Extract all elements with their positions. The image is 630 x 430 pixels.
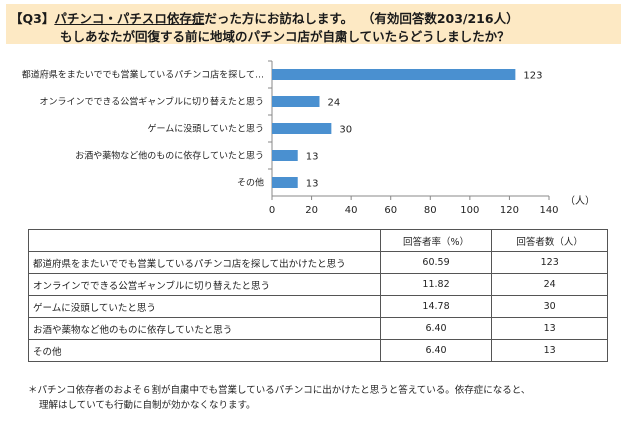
table-cell-count: 123 bbox=[491, 251, 608, 274]
x-tick-label: 60 bbox=[384, 205, 397, 216]
x-tick-label: 40 bbox=[345, 205, 358, 216]
category-label: ゲームに没頭していたと思う bbox=[148, 123, 264, 135]
table-header-rate: 回答者率（%） bbox=[379, 229, 493, 252]
bar bbox=[272, 123, 332, 134]
table-cell-count: 24 bbox=[491, 273, 608, 296]
bar bbox=[272, 177, 298, 188]
table-cell-answer: 都道府県をまたいででも営業しているパチンコ店を探して出かけたと思う bbox=[28, 251, 381, 274]
x-tick-label: 140 bbox=[539, 205, 558, 216]
x-tick-label: 20 bbox=[305, 205, 318, 216]
category-label: オンラインでできる公営ギャンブルに切り替えたと思う bbox=[39, 96, 264, 108]
table-cell-answer: ゲームに没頭していたと思う bbox=[28, 295, 381, 318]
category-label: その他 bbox=[237, 177, 264, 189]
bar bbox=[272, 150, 298, 161]
x-axis-unit: （人） bbox=[565, 195, 595, 207]
respondent-count: （有効回答数203/216人） bbox=[361, 11, 519, 26]
table-row: その他 6.40 13 bbox=[28, 339, 608, 362]
table-cell-count: 30 bbox=[491, 295, 608, 318]
bar bbox=[272, 96, 320, 107]
table-row: 都道府県をまたいででも営業しているパチンコ店を探して出かけたと思う 60.59 … bbox=[28, 251, 608, 274]
category-label: 都道府県をまたいででも営業しているパチンコ店を探して… bbox=[22, 69, 264, 81]
table-cell-count: 13 bbox=[491, 317, 608, 340]
footnote: ＊パチンコ依存者のおよそ６割が自粛中でも営業しているパチンコに出かけたと思うと答… bbox=[28, 383, 618, 413]
table-cell-rate: 14.78 bbox=[379, 295, 493, 318]
bar-chart: 0 20 40 60 80 100 120 140 （人） 都道府県をまたいででも営業しているパチ… bbox=[22, 60, 595, 216]
table-row: オンラインでできる公営ギャンブルに切り替えたと思う 11.82 24 bbox=[28, 273, 608, 296]
x-tick-label: 80 bbox=[424, 205, 437, 216]
x-tick-label: 100 bbox=[460, 205, 479, 216]
table-header-blank bbox=[28, 229, 381, 252]
data-label: 13 bbox=[306, 152, 319, 163]
data-label: 123 bbox=[523, 71, 542, 82]
question-header: 【Q3】パチンコ・パチスロ依存症だった方にお訪ねします。 （有効回答数203/2… bbox=[6, 4, 621, 44]
table-row: ゲームに没頭していたと思う 14.78 30 bbox=[28, 295, 608, 318]
x-tick-label: 0 bbox=[269, 205, 275, 216]
question-number: 【Q3】 bbox=[10, 11, 55, 26]
table-header-row: 回答者率（%） 回答者数（人） bbox=[28, 229, 608, 252]
question-text-1: だった方にお訪ねします。 bbox=[204, 11, 354, 26]
results-table: 回答者率（%） 回答者数（人） 都道府県をまたいででも営業しているパチンコ店を探… bbox=[28, 229, 608, 362]
table-cell-rate: 60.59 bbox=[379, 251, 493, 274]
category-label: お酒や薬物など他のものに依存していたと思う bbox=[75, 150, 264, 162]
table-cell-rate: 6.40 bbox=[379, 317, 493, 340]
data-label: 30 bbox=[339, 125, 352, 136]
table-cell-count: 13 bbox=[491, 339, 608, 362]
question-line-1: 【Q3】パチンコ・パチスロ依存症だった方にお訪ねします。 （有効回答数203/2… bbox=[10, 8, 519, 27]
table-row: お酒や薬物など他のものに依存していたと思う 6.40 13 bbox=[28, 317, 608, 340]
footnote-line-2: 理解はしていても行動に自制が効かなくなります。 bbox=[39, 400, 256, 411]
table-cell-answer: オンラインでできる公営ギャンブルに切り替えたと思う bbox=[28, 273, 381, 296]
table-cell-answer: お酒や薬物など他のものに依存していたと思う bbox=[28, 317, 381, 340]
footnote-line-1: ＊パチンコ依存者のおよそ６割が自粛中でも営業しているパチンコに出かけたと思うと答… bbox=[28, 385, 531, 396]
data-label: 24 bbox=[327, 98, 340, 109]
data-label: 13 bbox=[306, 179, 319, 190]
table-cell-rate: 11.82 bbox=[379, 273, 493, 296]
table-header-count: 回答者数（人） bbox=[491, 229, 608, 252]
x-tick-label: 120 bbox=[500, 205, 519, 216]
table-cell-answer: その他 bbox=[28, 339, 381, 362]
question-line-2: もしあなたが回復する前に地域のパチンコ店が自粛していたらどうしましたか？ bbox=[60, 29, 510, 44]
bar bbox=[272, 69, 516, 80]
table-cell-rate: 6.40 bbox=[379, 339, 493, 362]
question-target-group: パチンコ・パチスロ依存症 bbox=[54, 11, 205, 26]
